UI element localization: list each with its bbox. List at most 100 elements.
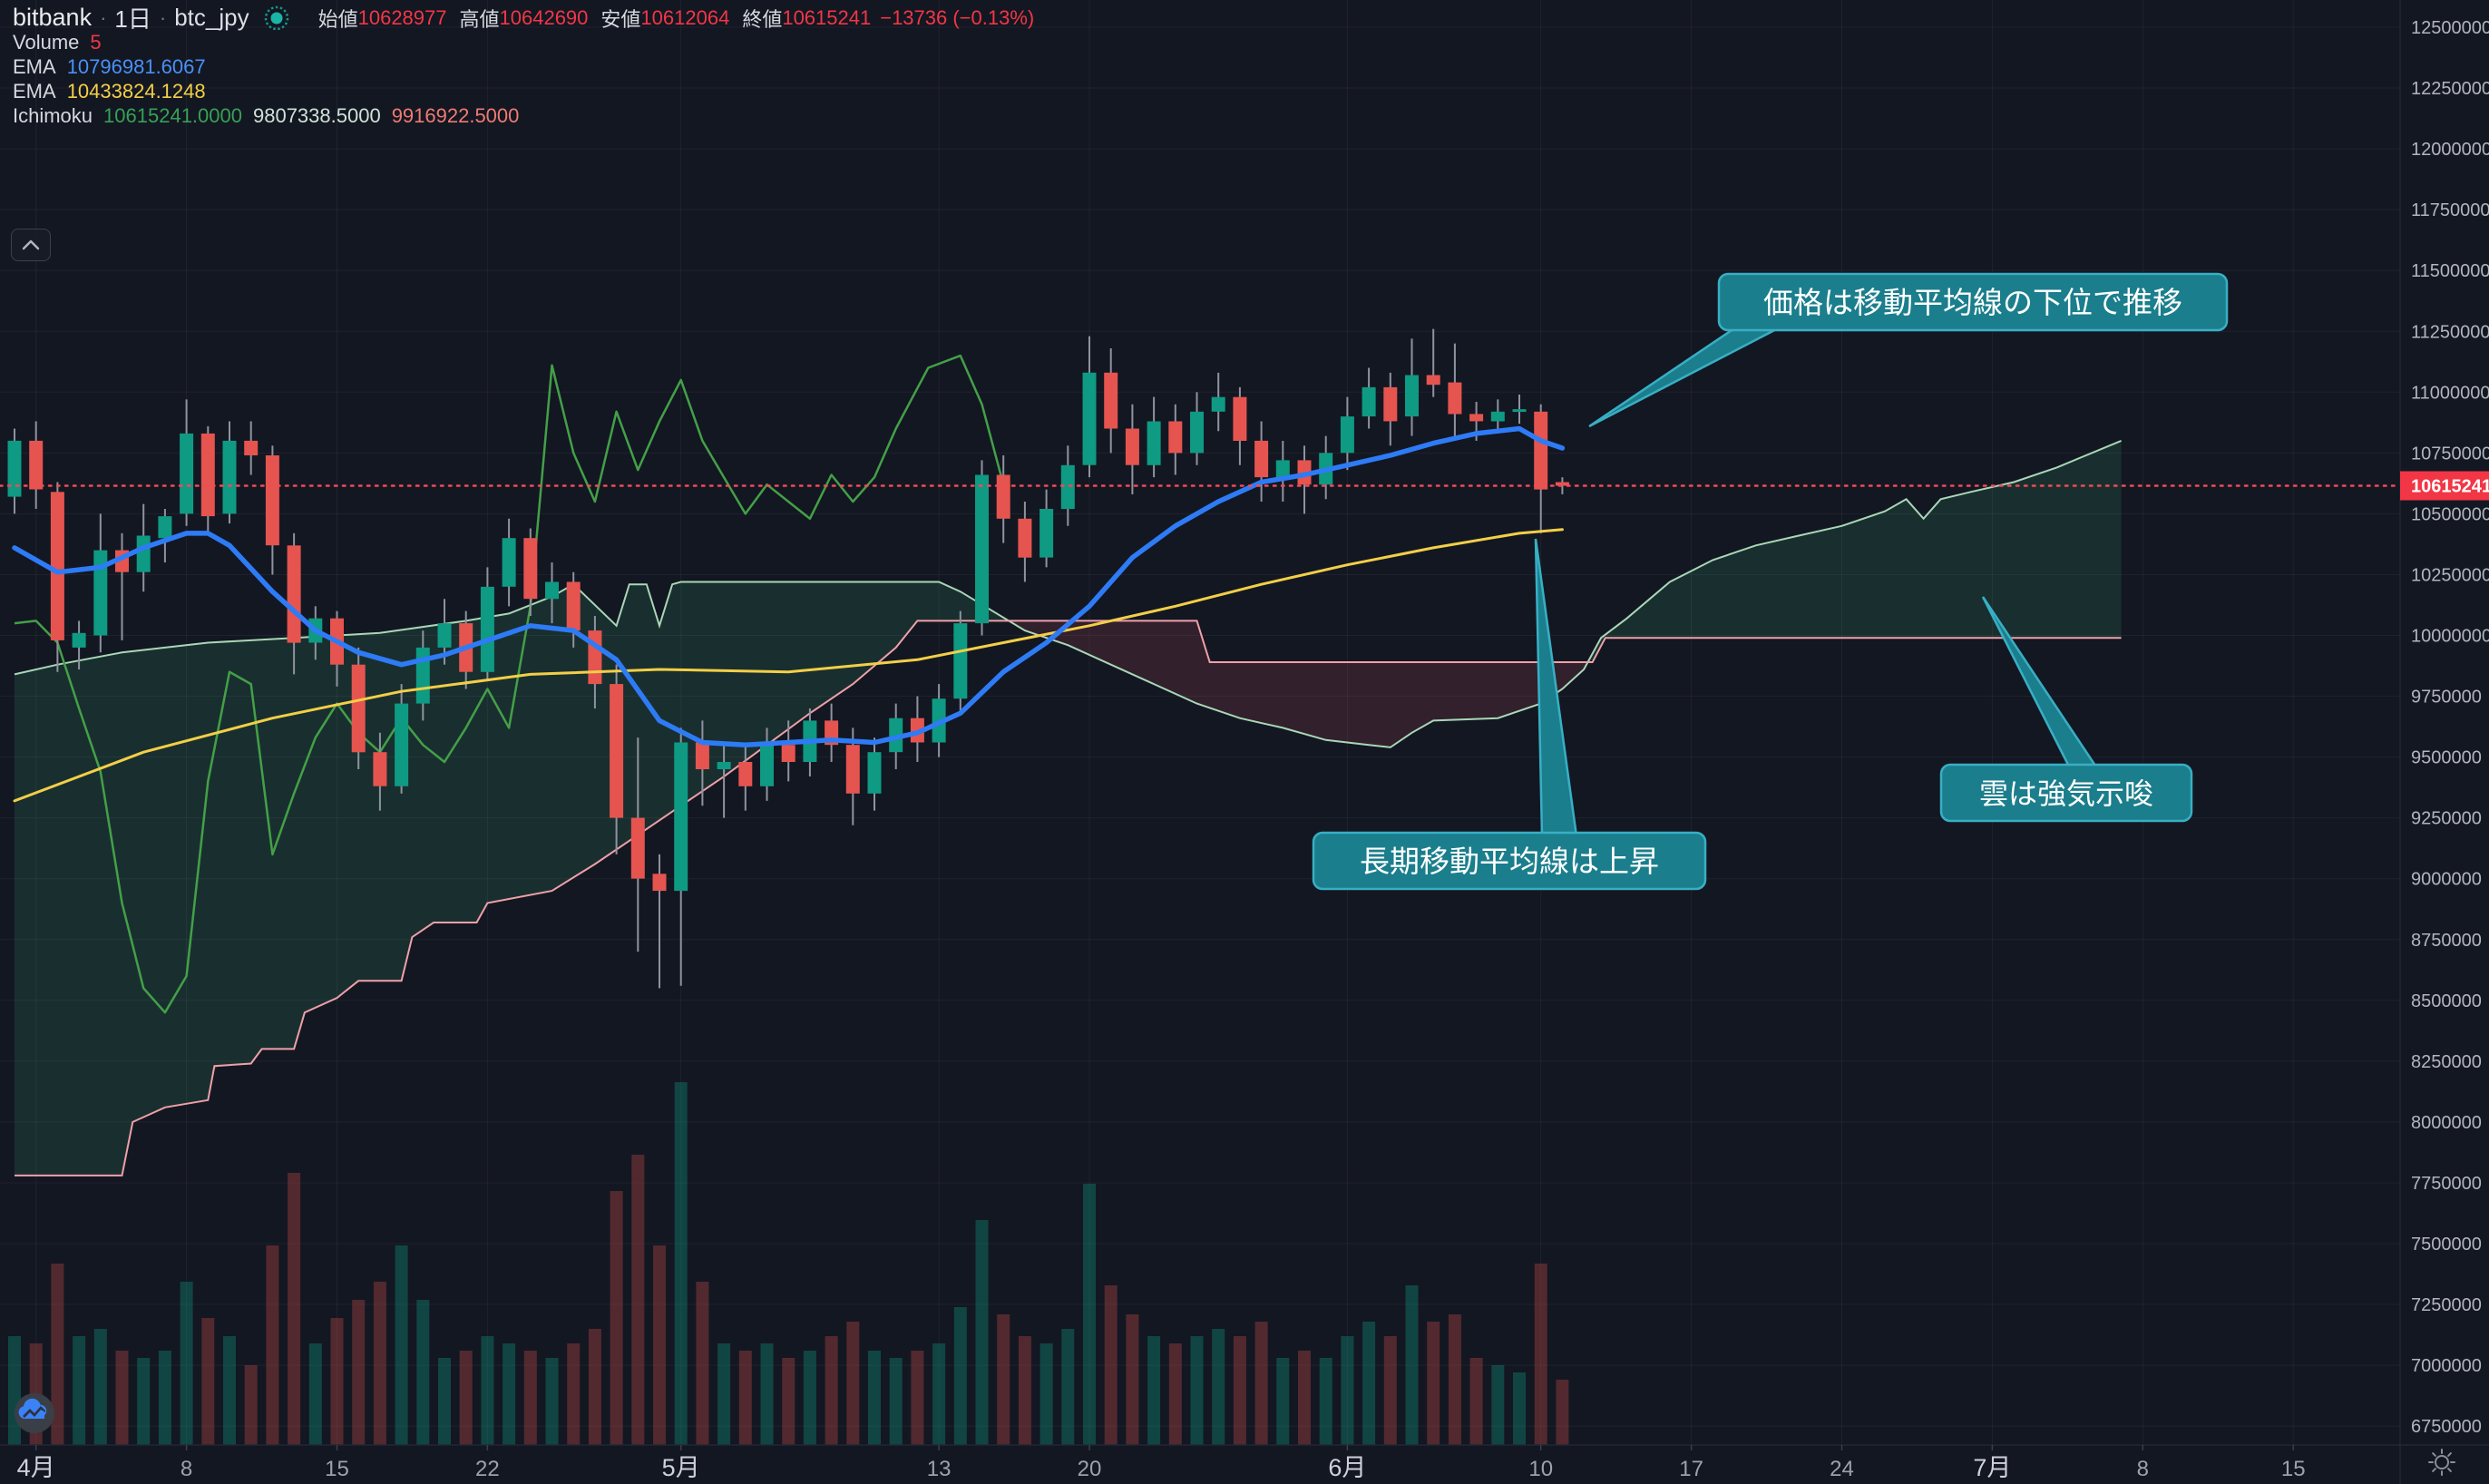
candle-body[interactable] xyxy=(437,623,452,648)
volume-bar xyxy=(1126,1314,1139,1445)
candle-body[interactable] xyxy=(652,874,667,892)
collapse-indicators-button[interactable] xyxy=(11,229,51,261)
candle-body[interactable] xyxy=(588,630,602,685)
legend-panel: bitbank · 1日 · btc_jpy 始値 10628977 高値 10… xyxy=(13,4,1034,128)
price-axis-label: 10750000 xyxy=(2411,444,2489,464)
ichimoku-legend-row[interactable]: Ichimoku 10615241.0000 9807338.5000 9916… xyxy=(13,103,1034,128)
candle-body[interactable] xyxy=(1190,411,1204,454)
volume-bar xyxy=(1469,1358,1483,1445)
candle-body[interactable] xyxy=(1362,386,1376,417)
candle-body[interactable] xyxy=(351,664,366,753)
symbol-legend-row[interactable]: bitbank · 1日 · btc_jpy 始値 10628977 高値 10… xyxy=(13,4,1034,33)
candle-body[interactable] xyxy=(975,474,989,624)
candle-body[interactable] xyxy=(1405,375,1419,417)
candle-body[interactable] xyxy=(1426,375,1440,386)
candle-body[interactable] xyxy=(72,632,86,648)
candle-body[interactable] xyxy=(1060,464,1075,510)
candle-body[interactable] xyxy=(265,455,279,546)
volume-legend-row[interactable]: Volume 5 xyxy=(13,30,1034,54)
chevron-up-icon xyxy=(22,239,40,250)
candle-body[interactable] xyxy=(781,745,796,762)
candle-body[interactable] xyxy=(1275,460,1290,478)
candle-body[interactable] xyxy=(674,742,688,892)
candle-body[interactable] xyxy=(1490,411,1505,422)
candle-body[interactable] xyxy=(373,752,387,786)
candle-body[interactable] xyxy=(395,703,409,786)
candle-body[interactable] xyxy=(845,745,860,794)
candle-body[interactable] xyxy=(136,535,151,572)
candle-body[interactable] xyxy=(222,440,237,514)
volume-bar xyxy=(889,1358,903,1445)
time-axis-label: 6月 xyxy=(1328,1454,1366,1481)
candle-body[interactable] xyxy=(415,647,430,704)
ema-slow-legend-row[interactable]: EMA 10433824.1248 xyxy=(13,79,1034,103)
exchange-name: bitbank xyxy=(13,4,93,31)
candle-body[interactable] xyxy=(244,440,259,455)
candle-body[interactable] xyxy=(545,581,559,600)
volume-bar xyxy=(1556,1380,1569,1445)
candle-body[interactable] xyxy=(1469,414,1484,422)
time-axis-label: 17 xyxy=(1679,1457,1703,1481)
candle-body[interactable] xyxy=(1233,396,1247,441)
volume-bar xyxy=(1233,1336,1246,1445)
timeframe-label[interactable]: 1日 xyxy=(114,5,151,33)
candle-body[interactable] xyxy=(1555,482,1569,486)
candle-body[interactable] xyxy=(1340,416,1354,454)
candle-body[interactable] xyxy=(1147,421,1161,465)
candle-body[interactable] xyxy=(1534,411,1548,490)
theme-sun-icon[interactable] xyxy=(2428,1449,2455,1476)
candle-body[interactable] xyxy=(867,752,882,794)
candle-body[interactable] xyxy=(1082,372,1097,465)
candle-body[interactable] xyxy=(1383,386,1398,422)
candle-body[interactable] xyxy=(158,516,172,539)
time-axis[interactable]: 4月 8 15 22 5月 13 20 6月 10 17 24 7月 8 15 xyxy=(0,1444,2489,1481)
candle-body[interactable] xyxy=(1254,440,1269,478)
candle-body[interactable] xyxy=(610,684,624,818)
candle-body[interactable] xyxy=(29,440,44,490)
volume-bar xyxy=(1319,1358,1332,1445)
candle-body[interactable] xyxy=(566,581,581,631)
volume-bar xyxy=(1341,1336,1354,1445)
candle-body[interactable] xyxy=(996,474,1010,519)
price-axis-label: 12500000 xyxy=(2411,18,2489,38)
candle-body[interactable] xyxy=(717,762,731,769)
volume-bar xyxy=(911,1351,924,1445)
volume-bar xyxy=(1083,1184,1096,1445)
candle-body[interactable] xyxy=(480,586,494,672)
candle-body[interactable] xyxy=(630,817,645,879)
candle-body[interactable] xyxy=(180,433,194,514)
candle-body[interactable] xyxy=(1040,509,1054,558)
volume-bar xyxy=(1018,1336,1031,1445)
candle-body[interactable] xyxy=(7,440,22,497)
candle-body[interactable] xyxy=(1168,421,1183,454)
candle-body[interactable] xyxy=(760,745,774,786)
bitbank-logo[interactable] xyxy=(13,1391,56,1435)
candle-body[interactable] xyxy=(1512,409,1527,413)
price-axis-label: 7750000 xyxy=(2411,1174,2482,1194)
candle-body[interactable] xyxy=(502,538,516,587)
ichimoku-senkou-b-value: 9916922.5000 xyxy=(391,103,520,127)
candle-body[interactable] xyxy=(93,550,108,636)
ema-fast-legend-row[interactable]: EMA 10796981.6067 xyxy=(13,54,1034,79)
candle-body[interactable] xyxy=(738,762,753,786)
candle-body[interactable] xyxy=(1211,396,1225,412)
volume-bar xyxy=(696,1282,709,1445)
price-axis[interactable]: 12500000 12250000 12000000 11750000 11500000… xyxy=(2399,0,2489,1484)
volume-bar xyxy=(115,1351,129,1445)
candle-body[interactable] xyxy=(695,742,709,770)
candle-body[interactable] xyxy=(1018,518,1032,558)
candle-body[interactable] xyxy=(1125,428,1139,465)
price-axis-label: 11500000 xyxy=(2411,261,2489,281)
candle-body[interactable] xyxy=(1448,382,1462,415)
candle-body[interactable] xyxy=(523,538,538,600)
candle-body[interactable] xyxy=(287,545,301,643)
cloud-chart-logo-icon xyxy=(15,1393,54,1433)
candle-body[interactable] xyxy=(953,623,968,699)
volume-bar xyxy=(975,1220,989,1445)
candle-body[interactable] xyxy=(50,492,64,640)
price-axis-label: 8500000 xyxy=(2411,991,2482,1011)
high-value: 10642690 xyxy=(499,5,589,29)
candle-body[interactable] xyxy=(1104,372,1118,429)
candle-body[interactable] xyxy=(200,433,215,517)
